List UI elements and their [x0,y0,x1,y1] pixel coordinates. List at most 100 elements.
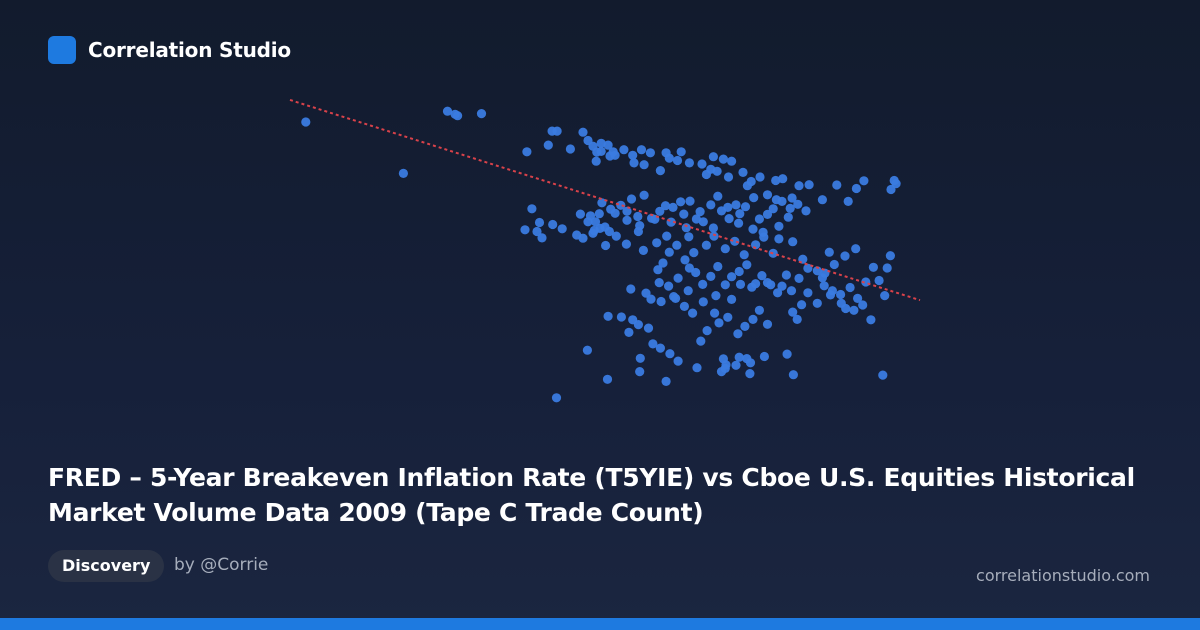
data-point-197 [762,319,773,329]
data-point-87 [723,202,733,212]
data-point-138 [534,217,545,228]
data-point-250 [624,327,634,337]
data-point-246 [582,345,593,355]
data-point-67 [597,198,607,208]
brand-name: Correlation Studio [88,38,291,62]
data-point-160 [773,288,783,298]
data-point-226 [628,315,638,325]
data-point-74 [639,190,649,200]
data-point-241 [745,369,755,379]
data-point-38 [712,166,722,176]
data-point-81 [685,196,695,206]
data-point-96 [785,203,795,213]
data-point-180 [824,247,834,257]
data-point-80 [679,209,689,219]
data-point-26 [639,160,649,170]
data-point-57 [859,176,869,186]
data-point-27 [645,148,656,158]
data-point-170 [853,293,863,303]
data-point-97 [793,199,803,209]
data-point-78 [668,202,678,212]
data-point-195 [797,300,807,310]
category-tag[interactable]: Discovery [48,550,165,582]
data-point-235 [734,352,744,362]
brand-logo-icon [48,36,76,64]
data-point-165 [812,298,822,308]
data-point-37 [708,152,719,162]
site-url[interactable]: correlationstudio.com [976,566,1150,585]
data-point-139 [532,226,542,237]
data-point-190 [849,305,859,315]
data-point-125 [709,231,719,241]
data-point-32 [676,147,686,157]
data-point-198 [754,305,765,315]
data-point-225 [777,281,787,291]
data-point-18 [603,140,613,150]
data-point-239 [782,349,792,359]
data-point-69 [610,208,620,218]
data-point-169 [845,282,855,293]
data-point-215 [626,284,636,294]
data-point-187 [827,286,838,296]
data-point-147 [680,255,690,265]
data-point-24 [629,158,639,168]
data-point-98 [801,206,811,216]
author-link[interactable]: by @Corrie [174,555,269,575]
data-point-240 [788,370,799,380]
data-point-185 [812,266,822,276]
data-point-146 [673,273,683,283]
data-point-49 [778,174,788,184]
data-point-110 [774,221,784,231]
data-point-111 [783,212,793,222]
data-point-71 [622,206,632,216]
data-point-90 [740,202,751,212]
data-point-164 [803,288,813,298]
data-point-30 [664,153,674,163]
data-point-11 [578,127,588,137]
data-point-193 [880,291,890,301]
data-point-140 [537,233,547,243]
data-point-144 [658,258,668,268]
data-point-22 [619,145,629,155]
data-point-82 [691,214,702,224]
data-point-196 [788,307,798,317]
data-point-106 [724,214,734,224]
data-point-174 [874,275,884,286]
data-point-54 [832,180,842,190]
data-point-93 [762,209,773,219]
data-point-134 [557,224,567,234]
data-point-95 [777,196,787,206]
data-point-104 [698,217,708,227]
data-point-223 [747,282,757,292]
data-point-127 [730,236,740,246]
data-point-47 [771,175,781,186]
data-point-143 [653,265,663,275]
data-point-151 [706,271,716,281]
data-point-224 [762,278,773,288]
data-point-17 [596,138,606,148]
trend-line [289,98,921,302]
data-point-99 [622,215,632,225]
data-point-245 [602,374,613,384]
data-point-50 [787,193,797,203]
data-point-2 [442,106,453,116]
data-point-188 [836,289,846,300]
data-point-204 [710,308,720,318]
data-point-107 [734,218,744,228]
data-point-238 [759,351,770,362]
data-point-182 [788,237,798,247]
data-point-249 [616,312,627,322]
scatter-chart [289,98,921,403]
data-point-251 [635,353,645,363]
data-point-210 [664,281,674,291]
data-point-199 [748,314,758,324]
data-point-84 [706,200,716,210]
data-point-44 [746,176,756,187]
data-point-231 [673,356,683,366]
data-point-89 [735,209,745,219]
data-point-123 [689,248,699,258]
data-point-149 [691,267,701,278]
data-point-31 [672,155,683,166]
data-point-79 [676,197,686,207]
data-point-153 [720,280,730,290]
